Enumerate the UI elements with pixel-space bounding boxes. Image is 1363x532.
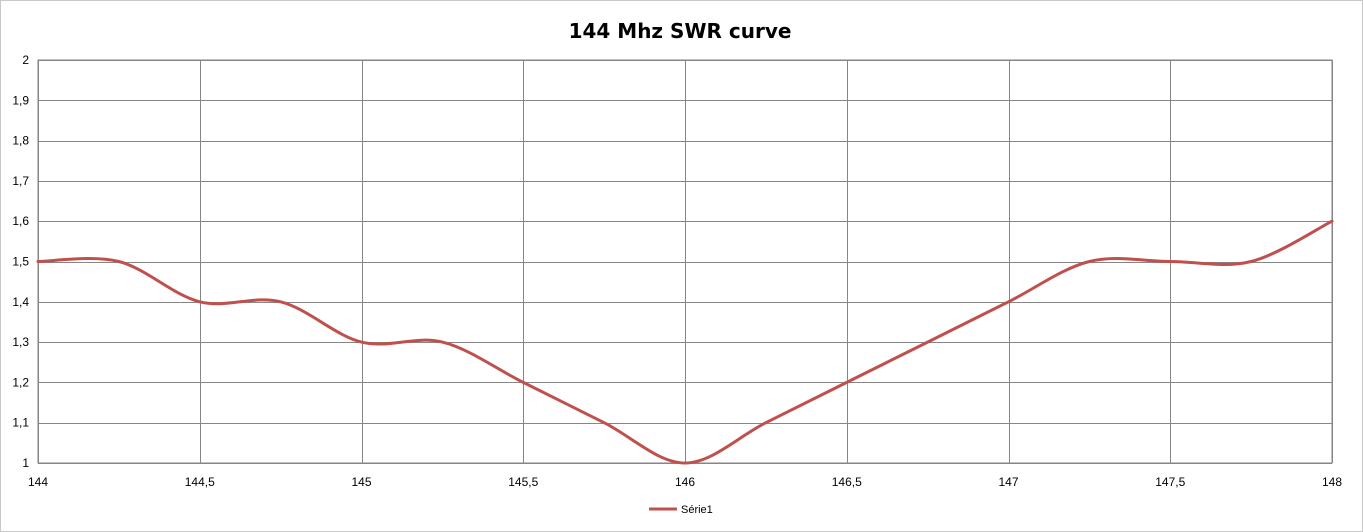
y-axis-tick-labels: 1 1,1 1,2 1,3 1,4 1,5 1,6 1,7 1,8 1,9 2 [12,53,29,470]
y-tick-label: 2 [22,53,29,67]
y-tick-label: 1,8 [12,134,29,148]
x-tick-label: 148 [1322,475,1342,489]
x-tick-label: 145 [351,475,371,489]
y-tick-label: 1,1 [12,416,29,430]
y-tick-label: 1,6 [12,214,29,228]
x-tick-label: 144,5 [185,475,215,489]
legend-label-serie1: Série1 [681,504,713,516]
gridlines [38,60,1333,464]
y-tick-label: 1,9 [12,93,29,107]
x-tick-label: 144 [28,475,48,489]
y-tick-label: 1,3 [12,335,29,349]
y-tick-label: 1,2 [12,375,29,389]
y-tick-label: 1,4 [12,295,29,309]
series-line-0 [36,219,1334,465]
x-tick-label: 146 [675,475,695,489]
x-tick-label: 146,5 [832,475,862,489]
series-layer [36,219,1334,465]
x-tick-label: 147,5 [1155,475,1185,489]
chart-title: 144 Mhz SWR curve [569,19,792,43]
y-tick-label: 1,7 [12,174,29,188]
x-axis-tick-labels: 144 144,5 145 145,5 146 146,5 147 147,5 148 [28,475,1342,489]
legend: Série1 [649,504,713,516]
x-tick-label: 147 [998,475,1018,489]
y-tick-label: 1,5 [12,255,29,269]
x-tick-label: 145,5 [508,475,538,489]
y-tick-label: 1 [22,456,29,470]
